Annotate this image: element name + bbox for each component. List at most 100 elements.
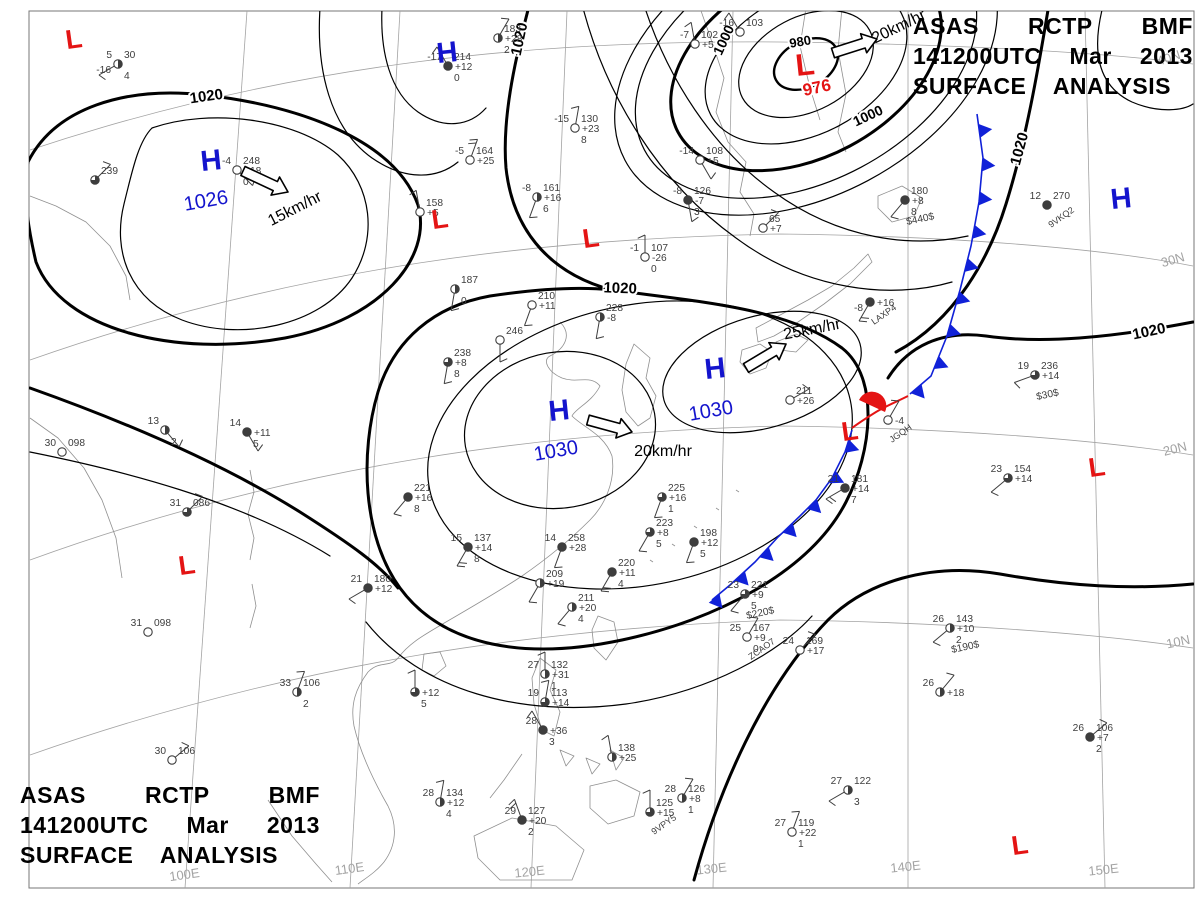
station-value: 25 xyxy=(730,623,742,634)
high-center: H xyxy=(1109,182,1133,216)
isobar xyxy=(29,386,400,590)
wind-barb xyxy=(1092,722,1108,735)
coastline xyxy=(649,489,740,563)
station-value: 26 xyxy=(933,614,945,625)
wind-barb xyxy=(690,22,695,40)
station-value: +12 xyxy=(422,688,440,699)
station-value: 238 xyxy=(454,348,471,359)
cloud-cover-quarter xyxy=(645,532,650,537)
low-symbol: L xyxy=(839,415,860,447)
wind-barb-tick xyxy=(730,610,739,614)
station-value: 122 xyxy=(854,776,871,787)
station-value: 210 xyxy=(538,291,555,302)
station-plot: 5 30 -16 4 xyxy=(96,50,135,82)
wind-barb-tick xyxy=(393,513,402,517)
station-value: 3 xyxy=(854,797,860,808)
cloud-cover-symbol xyxy=(232,165,242,175)
cloud-cover-symbol xyxy=(1085,732,1095,742)
wind-barb xyxy=(545,680,550,698)
parallel-line xyxy=(29,425,1194,561)
station-value: +5 xyxy=(707,156,719,167)
wind-barb-tick xyxy=(807,631,816,635)
station-value: +11 xyxy=(539,301,556,312)
wind-barb-tick xyxy=(684,777,694,780)
station-value: +10 xyxy=(957,624,975,635)
station-value: +26 xyxy=(797,396,815,407)
isobar xyxy=(365,11,870,651)
station-plot: 223+85 xyxy=(638,518,673,553)
wind-barb xyxy=(531,710,542,727)
station-value: 098 xyxy=(154,618,171,629)
isobar xyxy=(645,11,969,242)
wind-barb-tick xyxy=(257,444,264,452)
wind-barb-tick xyxy=(178,439,184,448)
cloud-cover-symbol xyxy=(363,583,373,593)
station-value: 8 xyxy=(414,504,420,515)
station-value: +25 xyxy=(619,753,637,764)
wind-barb-tick xyxy=(802,383,810,390)
wind-barb-tick xyxy=(468,142,477,145)
cloud-cover-symbol xyxy=(683,195,693,205)
station-value: -14 xyxy=(679,146,694,157)
station-value: 132 xyxy=(551,660,568,671)
wind-barb-tick xyxy=(1013,382,1021,389)
cloud-cover-symbol xyxy=(640,252,650,262)
cloud-cover-half xyxy=(118,59,123,69)
coastline xyxy=(591,615,619,661)
station-value: 225 xyxy=(668,483,685,494)
station-value: 221 xyxy=(751,580,768,591)
isobar-label: 980 xyxy=(788,32,812,51)
cloud-cover-symbol xyxy=(443,61,453,71)
station-value: -4 xyxy=(222,156,231,167)
high-center: H xyxy=(435,36,459,70)
wind-barb-tick xyxy=(654,516,663,519)
station-value: 5 xyxy=(700,549,706,560)
cold-front-tooth xyxy=(759,547,774,561)
cloud-cover-symbol xyxy=(538,725,548,735)
wind-barb xyxy=(748,617,759,634)
map-text: 150E xyxy=(1088,860,1120,878)
station-plot: 210+11 xyxy=(524,291,556,327)
wind-barb-tick xyxy=(435,779,444,783)
cold-front-tooth xyxy=(955,291,971,305)
station-value: 126 xyxy=(694,186,711,197)
meridian-line xyxy=(184,11,248,888)
station-plot: 211+204 xyxy=(557,593,597,627)
station-plot: 27 119+221 xyxy=(775,810,817,850)
wind-barb xyxy=(686,545,694,563)
isobar xyxy=(669,11,943,173)
map-text: 130E xyxy=(696,859,728,877)
isobar xyxy=(463,350,657,510)
cold-front-tooth xyxy=(972,225,987,239)
wind-barb-tick xyxy=(458,562,467,564)
meridian-line xyxy=(530,11,568,888)
station-value: 21 xyxy=(828,474,840,485)
station-plot: +125 xyxy=(407,669,440,710)
station-value: 223 xyxy=(656,518,673,529)
station-value: +12 xyxy=(375,584,393,595)
coastline xyxy=(267,799,333,883)
wind-barb xyxy=(1014,375,1032,383)
station-value: +12 xyxy=(701,538,719,549)
station-value: +14 xyxy=(1042,371,1060,382)
coastline xyxy=(755,253,873,343)
wind-barb xyxy=(802,634,816,648)
cloud-cover-half xyxy=(545,669,550,679)
cloud-cover-half xyxy=(440,797,445,807)
cloud-cover-half xyxy=(600,312,605,322)
station-value: -8 xyxy=(607,313,616,324)
map-text: 120E xyxy=(514,862,546,880)
station-plot: 13 2 xyxy=(148,416,184,448)
station-plot: -17 214+120 xyxy=(427,46,473,84)
station-value: 30 xyxy=(45,438,57,449)
wind-barb-tick xyxy=(642,789,651,794)
station-value: 12 xyxy=(1030,191,1042,202)
cloud-cover-half xyxy=(448,357,453,367)
warm-front-symbol xyxy=(859,391,887,412)
high-center: H xyxy=(199,144,223,178)
isobar xyxy=(662,310,862,434)
